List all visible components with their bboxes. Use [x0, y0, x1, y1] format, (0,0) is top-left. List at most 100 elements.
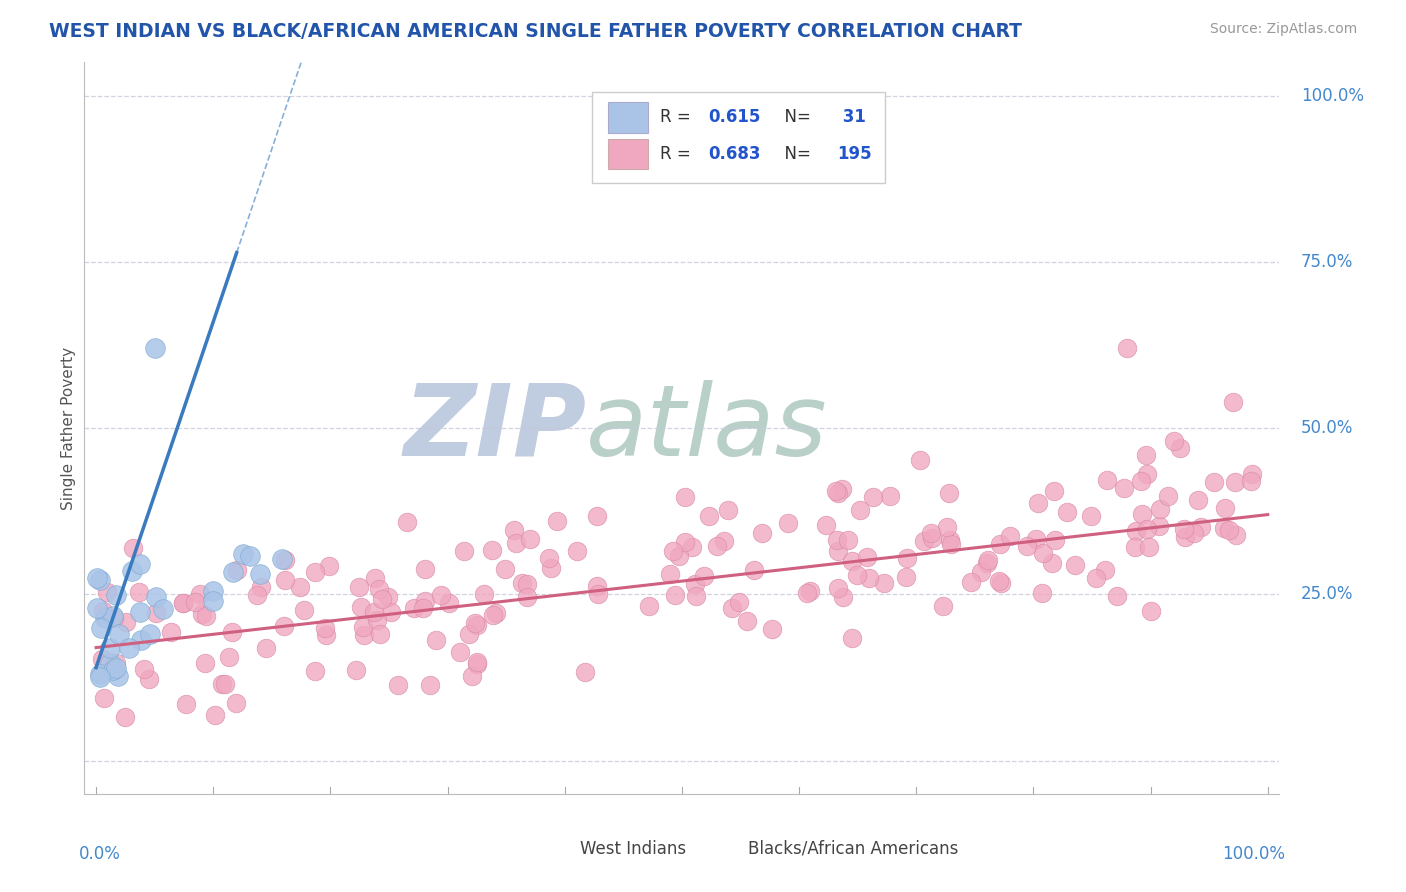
- Point: [353, 628, 375, 642]
- Point: [939, 537, 962, 551]
- Point: [516, 577, 538, 591]
- Point: [152, 602, 174, 616]
- Point: [221, 624, 243, 639]
- Point: [862, 490, 884, 504]
- Point: [697, 508, 720, 523]
- Point: [832, 590, 855, 604]
- Point: [1040, 556, 1063, 570]
- Point: [778, 516, 800, 530]
- Point: [481, 542, 503, 557]
- FancyBboxPatch shape: [536, 837, 571, 861]
- Point: [990, 576, 1012, 591]
- Point: [214, 677, 236, 691]
- Point: [1043, 533, 1066, 547]
- Point: [935, 519, 957, 533]
- Text: 0.683: 0.683: [709, 145, 761, 163]
- Point: [204, 708, 226, 723]
- Point: [222, 565, 245, 579]
- Point: [318, 559, 340, 574]
- Text: West Indians: West Indians: [581, 839, 686, 858]
- Point: [194, 656, 217, 670]
- Point: [1025, 532, 1047, 546]
- Point: [717, 503, 740, 517]
- Point: [1187, 492, 1209, 507]
- FancyBboxPatch shape: [607, 102, 648, 133]
- Point: [516, 590, 538, 604]
- Point: [931, 599, 953, 613]
- Point: [1112, 482, 1135, 496]
- Point: [89, 667, 111, 681]
- Point: [86, 571, 108, 585]
- Point: [721, 600, 744, 615]
- Point: [314, 621, 336, 635]
- Point: [218, 650, 240, 665]
- Point: [105, 588, 128, 602]
- Text: 100.0%: 100.0%: [1301, 87, 1364, 104]
- Point: [121, 564, 143, 578]
- Point: [139, 627, 162, 641]
- Point: [706, 540, 728, 554]
- Point: [827, 582, 849, 596]
- Point: [1223, 475, 1246, 489]
- Text: 195: 195: [838, 145, 872, 163]
- Point: [939, 533, 962, 548]
- Point: [827, 543, 849, 558]
- Point: [1116, 342, 1139, 356]
- Point: [211, 677, 233, 691]
- Point: [183, 594, 205, 608]
- Point: [191, 607, 214, 621]
- Point: [202, 594, 225, 608]
- Point: [413, 562, 436, 576]
- Text: Source: ZipAtlas.com: Source: ZipAtlas.com: [1209, 22, 1357, 37]
- Point: [1094, 563, 1116, 577]
- Point: [174, 697, 197, 711]
- Point: [250, 580, 273, 594]
- Point: [841, 554, 863, 568]
- Point: [472, 587, 495, 601]
- Point: [1136, 467, 1159, 482]
- Point: [290, 580, 312, 594]
- Point: [638, 599, 661, 614]
- Point: [103, 610, 125, 624]
- Point: [1026, 496, 1049, 510]
- Point: [465, 617, 488, 632]
- Point: [89, 670, 111, 684]
- Point: [1140, 604, 1163, 618]
- Point: [827, 485, 849, 500]
- Point: [1212, 521, 1234, 535]
- Point: [713, 534, 735, 549]
- Point: [1218, 524, 1240, 538]
- Point: [1080, 509, 1102, 524]
- Point: [371, 591, 394, 606]
- Point: [103, 609, 125, 624]
- Point: [685, 589, 707, 603]
- Point: [920, 526, 942, 541]
- Y-axis label: Single Father Poverty: Single Father Poverty: [60, 347, 76, 509]
- Point: [347, 580, 370, 594]
- Point: [1032, 546, 1054, 560]
- Text: 0.0%: 0.0%: [79, 845, 121, 863]
- Point: [662, 544, 685, 558]
- Point: [129, 605, 152, 619]
- Point: [921, 532, 943, 546]
- Point: [304, 566, 326, 580]
- Point: [988, 574, 1011, 588]
- Text: 25.0%: 25.0%: [1301, 585, 1354, 603]
- Point: [90, 621, 112, 635]
- Text: R =: R =: [661, 108, 696, 127]
- Point: [846, 567, 869, 582]
- Text: 0.615: 0.615: [709, 108, 761, 127]
- Point: [350, 600, 373, 615]
- Point: [742, 563, 765, 577]
- Text: atlas: atlas: [586, 380, 828, 476]
- Point: [761, 622, 783, 636]
- Point: [977, 553, 1000, 567]
- Point: [1189, 520, 1212, 534]
- Point: [465, 657, 488, 672]
- Point: [728, 595, 751, 609]
- Point: [565, 544, 588, 558]
- Point: [395, 515, 418, 529]
- Point: [453, 544, 475, 558]
- Point: [352, 620, 374, 634]
- Text: 100.0%: 100.0%: [1222, 845, 1285, 863]
